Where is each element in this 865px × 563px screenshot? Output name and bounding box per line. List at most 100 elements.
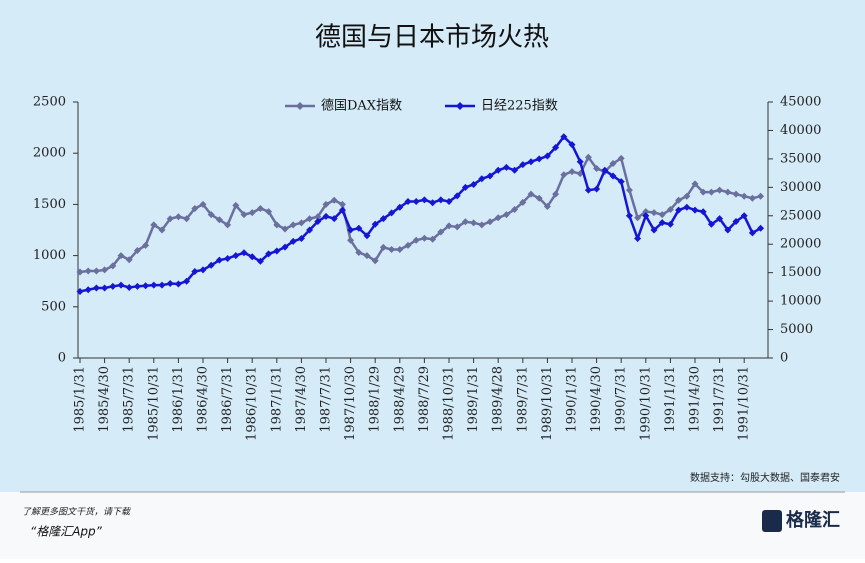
point [494, 214, 502, 222]
footer-text: 了解更多图文干货，请下载 [22, 507, 131, 518]
point [675, 206, 683, 214]
point [470, 219, 478, 227]
point [281, 225, 289, 233]
point [199, 266, 207, 274]
point [748, 194, 756, 202]
point [519, 198, 527, 206]
point [740, 192, 748, 200]
point [461, 183, 469, 191]
source: 数据支持：勾股大数据、国泰君安 [690, 471, 840, 484]
point [101, 284, 109, 292]
point [543, 152, 551, 160]
point [691, 180, 699, 188]
y2-tick-label: 25000 [780, 208, 821, 223]
point [642, 208, 650, 216]
point [363, 232, 371, 240]
point [642, 212, 650, 220]
logo: 格隆汇 [786, 509, 840, 531]
legend-label: 日经225指数 [481, 99, 558, 114]
point [560, 171, 568, 179]
point [314, 217, 322, 225]
point [388, 209, 396, 217]
point [412, 198, 420, 206]
point [265, 208, 273, 216]
point [502, 211, 510, 219]
point [207, 211, 215, 219]
point [666, 220, 674, 228]
point [625, 186, 633, 194]
x-tick-label: 1989/7/31 [515, 366, 530, 433]
point [256, 204, 264, 212]
point [330, 196, 338, 204]
point [568, 141, 576, 149]
point [92, 267, 100, 275]
point [511, 166, 519, 174]
point [76, 287, 84, 295]
point [478, 221, 486, 229]
point [240, 211, 248, 219]
point [732, 190, 740, 198]
point [371, 220, 379, 228]
point [232, 201, 240, 209]
point [396, 203, 404, 211]
y2-tick-label: 10000 [780, 294, 821, 309]
y2-tick-label: 15000 [780, 265, 821, 280]
y2-tick-label: 20000 [780, 237, 821, 252]
x-tick-label: 1986/10/31 [245, 366, 260, 441]
point [445, 198, 453, 206]
point [707, 188, 715, 196]
chart-title: 德国与日本市场火热 [315, 23, 549, 53]
point [125, 283, 133, 291]
point [142, 282, 150, 290]
point [347, 226, 355, 234]
point [404, 198, 412, 206]
point [404, 241, 412, 249]
point [584, 153, 592, 161]
point [625, 212, 633, 220]
point [84, 267, 92, 275]
point [183, 277, 191, 285]
legend-marker [296, 102, 304, 110]
legend-label: 德国DAX指数 [321, 99, 402, 114]
point [363, 252, 371, 260]
point [511, 206, 519, 214]
point [199, 200, 207, 208]
y-tick-label: 2500 [33, 95, 66, 110]
point [478, 175, 486, 183]
point [191, 268, 199, 276]
point [84, 286, 92, 294]
point [330, 215, 338, 223]
footer-app: “格隆汇App” [30, 525, 103, 539]
y2-tick-label: 30000 [780, 180, 821, 195]
y2-tick-label: 35000 [780, 151, 821, 166]
point [281, 243, 289, 251]
point [757, 224, 765, 232]
x-tick-label: 1991/7/31 [712, 366, 727, 433]
y-tick-label: 1000 [33, 248, 66, 263]
point [519, 161, 527, 169]
point [347, 236, 355, 244]
point [609, 159, 617, 167]
y2-tick-label: 45000 [780, 95, 821, 110]
point [724, 188, 732, 196]
x-tick-label: 1985/10/31 [146, 366, 161, 441]
point [248, 209, 256, 217]
point [224, 221, 232, 229]
point [429, 199, 437, 207]
x-tick-label: 1985/4/30 [97, 366, 112, 433]
x-tick-label: 1990/10/31 [638, 366, 653, 441]
point [191, 204, 199, 212]
footer-background [0, 492, 865, 559]
point [240, 249, 248, 257]
point [470, 180, 478, 188]
point [683, 192, 691, 200]
x-tick-label: 1987/1/31 [269, 366, 284, 433]
point [355, 224, 363, 232]
point [535, 194, 543, 202]
point [92, 284, 100, 292]
y-tick-label: 0 [58, 351, 66, 366]
logo-icon [762, 510, 782, 532]
x-tick-label: 1989/1/31 [466, 366, 481, 433]
point [379, 243, 387, 251]
point [338, 200, 346, 208]
